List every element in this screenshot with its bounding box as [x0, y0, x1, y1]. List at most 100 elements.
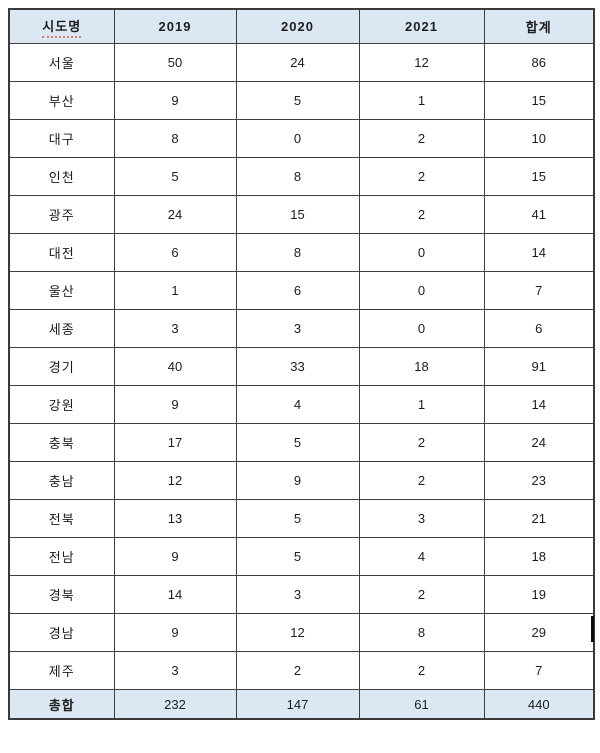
- table-row: 충북 17 5 2 24: [8, 423, 595, 462]
- value-cell: 33: [235, 347, 360, 386]
- value-cell: 9: [235, 461, 360, 500]
- value-cell: 5: [235, 423, 360, 462]
- value-cell: 0: [235, 119, 360, 158]
- region-name-cell: 서울: [8, 43, 115, 82]
- value-cell: 40: [113, 347, 237, 386]
- value-cell: 14: [483, 385, 595, 424]
- region-name-cell: 부산: [8, 81, 115, 120]
- value-cell: 0: [358, 309, 485, 348]
- value-cell: 15: [483, 81, 595, 120]
- header-cell-2020: 2020: [235, 8, 360, 44]
- value-cell: 5: [113, 157, 237, 196]
- header-cell-2021: 2021: [358, 8, 485, 44]
- table-row: 전남 9 5 4 18: [8, 537, 595, 576]
- value-cell: 7: [483, 651, 595, 690]
- value-cell: 17: [113, 423, 237, 462]
- value-cell: 24: [113, 195, 237, 234]
- value-cell: 3: [235, 575, 360, 614]
- region-name-cell: 경기: [8, 347, 115, 386]
- value-cell: 41: [483, 195, 595, 234]
- region-name-cell: 광주: [8, 195, 115, 234]
- table-row: 경북 14 3 2 19: [8, 575, 595, 614]
- table-row: 대전 6 8 0 14: [8, 233, 595, 272]
- table-row: 충남 12 9 2 23: [8, 461, 595, 500]
- value-cell: 14: [113, 575, 237, 614]
- region-name-cell: 대전: [8, 233, 115, 272]
- value-cell: 13: [113, 499, 237, 538]
- value-cell: 91: [483, 347, 595, 386]
- value-cell: 10: [483, 119, 595, 158]
- value-cell: 86: [483, 43, 595, 82]
- value-cell: 8: [113, 119, 237, 158]
- value-cell: 2: [358, 575, 485, 614]
- value-cell: 15: [483, 157, 595, 196]
- region-name-cell: 강원: [8, 385, 115, 424]
- value-cell: 6: [235, 271, 360, 310]
- region-name-cell: 전북: [8, 499, 115, 538]
- header-cell-region: 시도명: [8, 8, 115, 44]
- value-cell: 9: [113, 613, 237, 652]
- table-row: 대구 8 0 2 10: [8, 119, 595, 158]
- header-cell-2019: 2019: [113, 8, 237, 44]
- region-name-cell: 세종: [8, 309, 115, 348]
- header-region-label: 시도명: [42, 16, 82, 38]
- region-stats-table-wrap: 시도명 2019 2020 2021 합계 서울 50 24 12 86 부산 9 5 1 15 대…: [8, 8, 595, 720]
- table-row: 경남 9 12 8 29: [8, 613, 595, 652]
- region-name-cell: 인천: [8, 157, 115, 196]
- table-row: 경기 40 33 18 91: [8, 347, 595, 386]
- value-cell: 2: [358, 423, 485, 462]
- value-cell: 24: [483, 423, 595, 462]
- table-row: 울산 1 6 0 7: [8, 271, 595, 310]
- value-cell: 2: [358, 157, 485, 196]
- value-cell: 9: [113, 537, 237, 576]
- value-cell: 7: [483, 271, 595, 310]
- value-cell: 8: [235, 157, 360, 196]
- region-name-cell: 대구: [8, 119, 115, 158]
- value-cell: 50: [113, 43, 237, 82]
- value-cell: 8: [358, 613, 485, 652]
- region-name-cell: 경남: [8, 613, 115, 652]
- header-cell-total: 합계: [483, 8, 595, 44]
- table-row: 광주 24 15 2 41: [8, 195, 595, 234]
- table-row: 제주 3 2 2 7: [8, 651, 595, 690]
- value-cell: 18: [483, 537, 595, 576]
- value-cell: 9: [113, 81, 237, 120]
- region-name-cell: 울산: [8, 271, 115, 310]
- header-row: 시도명 2019 2020 2021 합계: [8, 8, 595, 44]
- value-cell: 5: [235, 499, 360, 538]
- value-cell: 1: [113, 271, 237, 310]
- table-row: 서울 50 24 12 86: [8, 43, 595, 82]
- text-cursor: [591, 616, 594, 642]
- value-cell: 0: [358, 233, 485, 272]
- value-cell: 6: [483, 309, 595, 348]
- table-row: 강원 9 4 1 14: [8, 385, 595, 424]
- value-cell: 9: [113, 385, 237, 424]
- value-cell: 2: [358, 119, 485, 158]
- region-name-cell: 충북: [8, 423, 115, 462]
- value-cell: 8: [235, 233, 360, 272]
- value-cell: 18: [358, 347, 485, 386]
- value-cell: 2: [358, 195, 485, 234]
- value-cell: 0: [358, 271, 485, 310]
- value-cell: 2: [358, 461, 485, 500]
- value-cell: 3: [358, 499, 485, 538]
- value-cell: 1: [358, 385, 485, 424]
- grand-total-sum: 440: [483, 689, 595, 720]
- value-cell: 1: [358, 81, 485, 120]
- value-cell: 2: [235, 651, 360, 690]
- value-cell: 5: [235, 537, 360, 576]
- value-cell: 6: [113, 233, 237, 272]
- value-cell: 29: [483, 613, 595, 652]
- value-cell: 12: [113, 461, 237, 500]
- grand-total-2019: 232: [113, 689, 237, 720]
- table-row: 세종 3 3 0 6: [8, 309, 595, 348]
- value-cell: 19: [483, 575, 595, 614]
- grand-total-label: 총합: [8, 689, 115, 720]
- value-cell: 21: [483, 499, 595, 538]
- region-name-cell: 전남: [8, 537, 115, 576]
- table-row: 전북 13 5 3 21: [8, 499, 595, 538]
- table-row: 인천 5 8 2 15: [8, 157, 595, 196]
- grand-total-2020: 147: [235, 689, 360, 720]
- value-cell: 3: [235, 309, 360, 348]
- value-cell: 3: [113, 651, 237, 690]
